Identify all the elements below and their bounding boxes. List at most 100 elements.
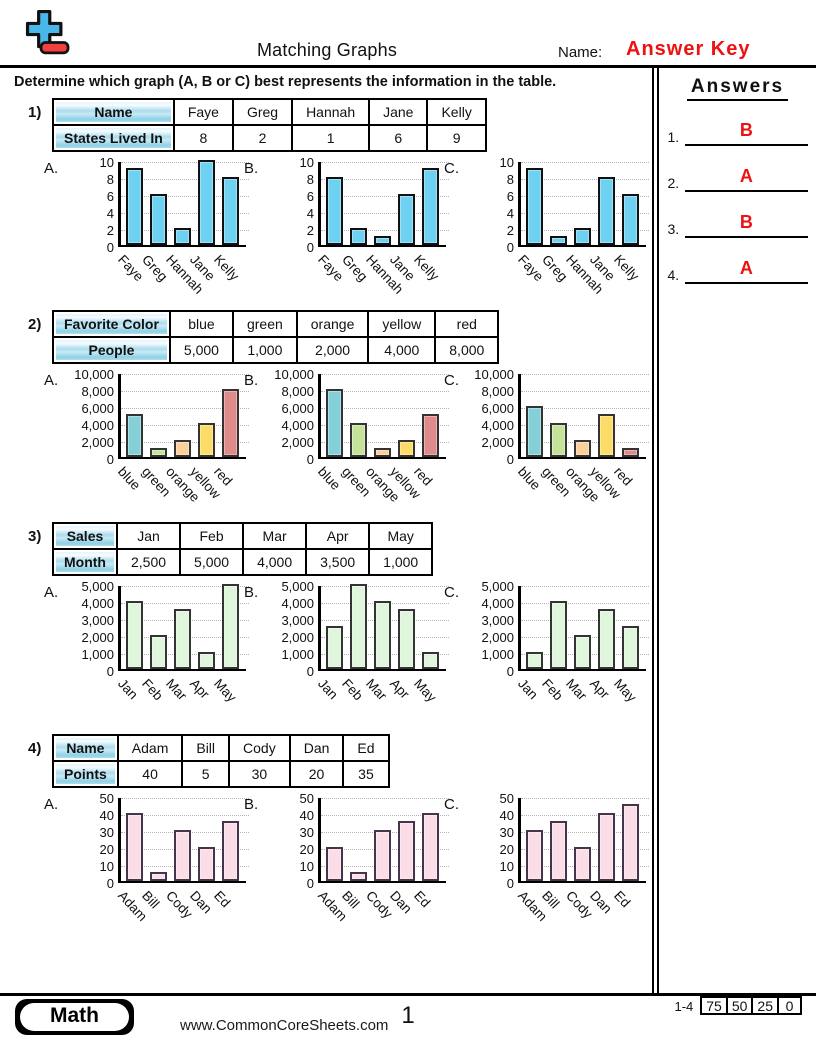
y-axis-tick: 40 xyxy=(299,807,314,823)
bar xyxy=(150,872,167,881)
bar xyxy=(374,830,391,881)
gridline xyxy=(321,425,449,426)
problem-table: Favorite Color blue green orange yellow red Pe… xyxy=(52,310,500,364)
gridline xyxy=(321,815,449,816)
bar xyxy=(350,228,367,245)
y-axis-tick: 0 xyxy=(506,451,514,467)
y-axis-tick: 20 xyxy=(499,841,514,857)
y-axis-tick: 0 xyxy=(506,239,514,255)
chart-variant-label: B. xyxy=(244,584,259,601)
gridline xyxy=(521,815,649,816)
data-cell: Mar xyxy=(242,522,308,550)
x-axis-label: Jan xyxy=(515,676,541,703)
score-cell: 75 xyxy=(700,996,728,1015)
answer-blank: A xyxy=(685,163,808,192)
bar xyxy=(374,236,391,245)
problem-number: 3) xyxy=(28,528,42,545)
score-cell: 50 xyxy=(725,996,754,1015)
answer-letter: A xyxy=(739,258,753,278)
chart-variant-c: C. 10 8 6 4 2 0 Faye Greg Hannah Jane Kelly xyxy=(444,154,649,304)
data-cell: Jane xyxy=(368,98,429,126)
y-axis-tick: 8,000 xyxy=(281,383,314,399)
y-axis-tick: 0 xyxy=(306,875,314,891)
score-area: 1-4 75 50 25 0 xyxy=(674,996,802,1015)
table-row: Month 2,500 5,000 4,000 3,500 1,000 xyxy=(52,548,434,576)
data-cell: orange xyxy=(295,310,370,338)
bar xyxy=(398,440,415,457)
data-cell: 5 xyxy=(181,760,231,788)
charts-row: A. 10 8 6 4 2 0 Faye Greg Hannah Jane Kelly B. 10 8 6 4 2… xyxy=(44,154,652,304)
data-cell: 40 xyxy=(116,760,184,788)
y-axis-tick: 0 xyxy=(106,663,114,679)
y-axis-tick: 2 xyxy=(306,222,314,238)
gridline xyxy=(121,815,249,816)
bar-chart: 5,000 4,000 3,000 2,000 1,000 0 Jan Feb Mar Apr Ma… xyxy=(268,578,449,728)
bar xyxy=(574,440,591,457)
y-axis-tick: 50 xyxy=(499,790,514,806)
plot-area xyxy=(518,798,646,883)
data-cell: 2 xyxy=(231,124,294,152)
bar xyxy=(350,584,367,669)
y-axis-tick: 3,000 xyxy=(81,612,114,628)
data-cell: Hannah xyxy=(291,98,371,126)
data-cell: 8,000 xyxy=(434,336,500,364)
y-axis-tick: 3,000 xyxy=(281,612,314,628)
bar-chart: 10,000 8,000 6,000 4,000 2,000 0 blue green oran… xyxy=(268,366,449,516)
bar xyxy=(422,168,439,245)
table-row: Sales Jan Feb Mar Apr May xyxy=(52,522,434,550)
name-label: Name: xyxy=(558,44,603,61)
y-axis-tick: 6,000 xyxy=(481,400,514,416)
bar xyxy=(398,194,415,245)
chart-variant-label: A. xyxy=(44,160,59,177)
data-cell: 1 xyxy=(291,124,371,152)
y-axis-tick: 2 xyxy=(506,222,514,238)
data-cell: Adam xyxy=(116,734,184,762)
bar xyxy=(126,414,143,457)
subject-label: Math xyxy=(20,1003,129,1031)
bar xyxy=(222,821,239,881)
bar xyxy=(550,236,567,245)
bar-chart: 50 40 30 20 10 0 Adam Bill Cody Dan Ed xyxy=(268,790,449,940)
y-axis-tick: 40 xyxy=(99,807,114,823)
table-row: Name Faye Greg Hannah Jane Kelly xyxy=(52,98,487,126)
y-axis-tick: 6,000 xyxy=(81,400,114,416)
y-axis-tick: 2,000 xyxy=(481,629,514,645)
y-axis-tick: 0 xyxy=(306,451,314,467)
chart-variant-b: B. 10,000 8,000 6,000 4,000 2,000 0 blue green or… xyxy=(244,366,449,516)
answer-letter: B xyxy=(739,212,753,232)
plot-area xyxy=(118,798,246,883)
gridline xyxy=(321,408,449,409)
x-axis-label: Faye xyxy=(315,252,347,285)
bar xyxy=(422,813,439,881)
bar xyxy=(174,830,191,881)
y-axis-tick: 10,000 xyxy=(474,366,514,382)
chart-variant-a: A. 10,000 8,000 6,000 4,000 2,000 0 blue green or… xyxy=(44,366,249,516)
bar xyxy=(598,813,615,881)
bar xyxy=(326,389,343,457)
problems-container: 1) Name Faye Greg Hannah Jane Kelly States Live… xyxy=(14,98,652,940)
bar-chart: 10,000 8,000 6,000 4,000 2,000 0 blue green oran… xyxy=(468,366,649,516)
score-cell: 0 xyxy=(777,996,802,1015)
website-text: www.CommonCoreSheets.com xyxy=(180,1017,389,1034)
main-column: Determine which graph (A, B or C) best r… xyxy=(0,68,652,993)
chart-variant-label: A. xyxy=(44,796,59,813)
chart-variant-label: B. xyxy=(244,372,259,389)
row-header-cell: People xyxy=(52,336,171,364)
y-axis-tick: 6 xyxy=(306,188,314,204)
bar xyxy=(198,847,215,881)
bar xyxy=(574,228,591,245)
data-cell: yellow xyxy=(367,310,437,338)
problem-header-row: 4) Name Adam Bill Cody Dan Ed Points 40 5 30 20 35 xyxy=(14,734,652,788)
problem-header-row: 3) Sales Jan Feb Mar Apr May Month 2,500 5,000 4,0… xyxy=(14,522,652,576)
gridline xyxy=(521,832,649,833)
chart-variant-label: C. xyxy=(444,160,459,177)
x-axis-label: blue xyxy=(315,464,344,493)
worksheet-header: Matching Graphs Name: Answer Key xyxy=(0,0,816,68)
y-axis-tick: 5,000 xyxy=(481,578,514,594)
bar xyxy=(174,228,191,245)
plot-area xyxy=(318,584,446,671)
row-header-cell: Sales xyxy=(52,522,118,550)
score-cell: 25 xyxy=(751,996,779,1015)
gridline xyxy=(121,586,249,587)
data-cell: green xyxy=(231,310,298,338)
